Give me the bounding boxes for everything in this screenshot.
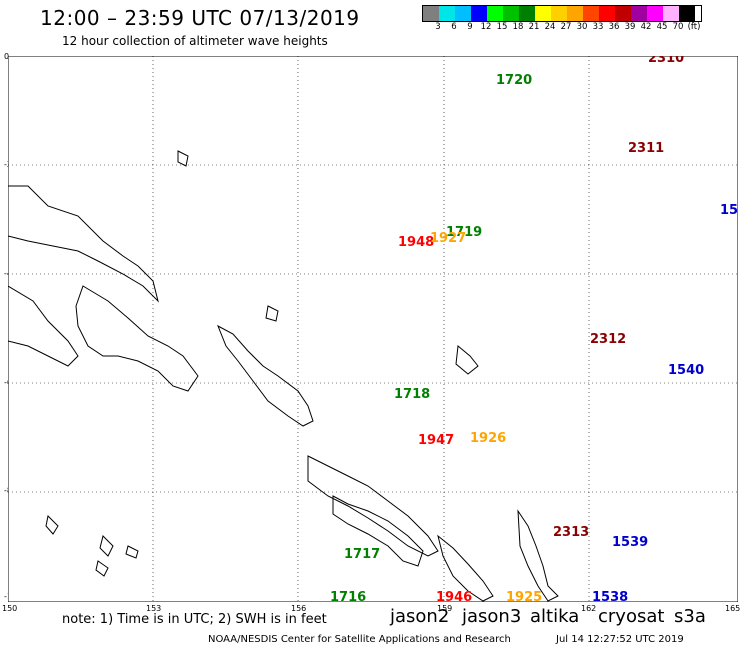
map-grid <box>8 56 738 602</box>
satellite-tracks: 2310 2311 2312 2313 1720 1719 1718 1717 1716 1948… <box>330 56 738 602</box>
scale-swatch <box>599 6 615 21</box>
scale-labels: 3 6 9 12 15 18 21 24 27 30 33 36 39 42 45 70 (ft) <box>430 22 702 32</box>
scale-label: 24 <box>544 22 556 32</box>
scale-swatch <box>615 6 631 21</box>
scale-label: 33 <box>592 22 604 32</box>
track-label: 1719 <box>446 225 482 240</box>
track-label: 1720 <box>496 73 532 88</box>
track-label: 1540 <box>668 363 704 378</box>
sat-cryosat: cryosat <box>598 606 665 627</box>
scale-label: (ft) <box>687 22 701 32</box>
scale-label: 3 <box>435 22 441 32</box>
x-tick: 162 <box>581 604 597 613</box>
x-tick: 159 <box>437 604 453 613</box>
scale-label: 30 <box>576 22 588 32</box>
scale-swatch <box>503 6 519 21</box>
sat-s3a: s3a <box>674 606 706 627</box>
footer-note: note: 1) Time is in UTC; 2) SWH is in fe… <box>62 612 327 627</box>
sat-jason3: jason3 <box>462 606 522 627</box>
scale-label: 42 <box>640 22 652 32</box>
track-label: 2310 <box>648 56 684 66</box>
scale-label: 45 <box>656 22 668 32</box>
x-tick: 156 <box>291 604 307 613</box>
scale-label: 18 <box>512 22 524 32</box>
sat-jason2: jason2 <box>390 606 450 627</box>
track-label: 1717 <box>344 547 380 562</box>
map-canvas: 2310 2311 2312 2313 1720 1719 1718 1717 1716 1948… <box>8 56 738 602</box>
track-label: 2311 <box>628 141 664 156</box>
scale-swatch <box>567 6 583 21</box>
track-label: 1539 <box>612 535 648 550</box>
track-label: 1926 <box>470 431 506 446</box>
x-tick: 150 <box>2 604 18 613</box>
scale-swatches <box>422 5 702 22</box>
scale-swatch <box>487 6 503 21</box>
track-label: 1925 <box>506 590 542 602</box>
track-label: 1718 <box>394 387 430 402</box>
scale-swatch <box>679 6 695 21</box>
scale-label: 9 <box>467 22 473 32</box>
track-label: 2312 <box>590 332 626 347</box>
scale-label: 27 <box>560 22 572 32</box>
credit: NOAA/NESDIS Center for Satellite Applica… <box>208 634 511 645</box>
track-label: 154 <box>720 203 738 218</box>
scale-label: 39 <box>624 22 636 32</box>
scale-label: 36 <box>608 22 620 32</box>
scale-swatch <box>535 6 551 21</box>
scale-label: 21 <box>528 22 540 32</box>
scale-label: 70 <box>672 22 684 32</box>
track-label: 1538 <box>592 590 628 602</box>
scale-label: 15 <box>496 22 508 32</box>
scale-label: 12 <box>480 22 492 32</box>
coastlines <box>8 150 559 602</box>
scale-swatch <box>423 6 439 21</box>
scale-swatch <box>519 6 535 21</box>
track-label: 2313 <box>553 525 589 540</box>
x-tick: 165 <box>725 604 740 613</box>
scale-swatch <box>439 6 455 21</box>
x-tick: 153 <box>146 604 162 613</box>
track-label: 1946 <box>436 590 472 602</box>
scale-swatch <box>663 6 679 21</box>
scale-swatch <box>471 6 487 21</box>
y-tick: 0 <box>4 52 10 61</box>
scale-swatch <box>631 6 647 21</box>
color-scale: 3 6 9 12 15 18 21 24 27 30 33 36 39 42 45 70 (ft) <box>422 5 702 32</box>
header-title: 12:00 – 23:59 UTC 07/13/2019 <box>40 6 360 30</box>
scale-swatch <box>551 6 567 21</box>
track-label: 1947 <box>418 433 454 448</box>
track-label: 1948 <box>398 235 434 250</box>
header-subtitle: 12 hour collection of altimeter wave hei… <box>62 34 328 48</box>
sat-altika: altika <box>530 606 580 627</box>
track-label: 1927 <box>430 231 466 246</box>
scale-label: 6 <box>451 22 457 32</box>
scale-swatch <box>583 6 599 21</box>
map-frame <box>8 56 738 602</box>
timestamp: Jul 14 12:27:52 UTC 2019 <box>556 634 684 645</box>
track-label: 1716 <box>330 590 366 602</box>
scale-swatch <box>455 6 471 21</box>
scale-swatch <box>647 6 663 21</box>
